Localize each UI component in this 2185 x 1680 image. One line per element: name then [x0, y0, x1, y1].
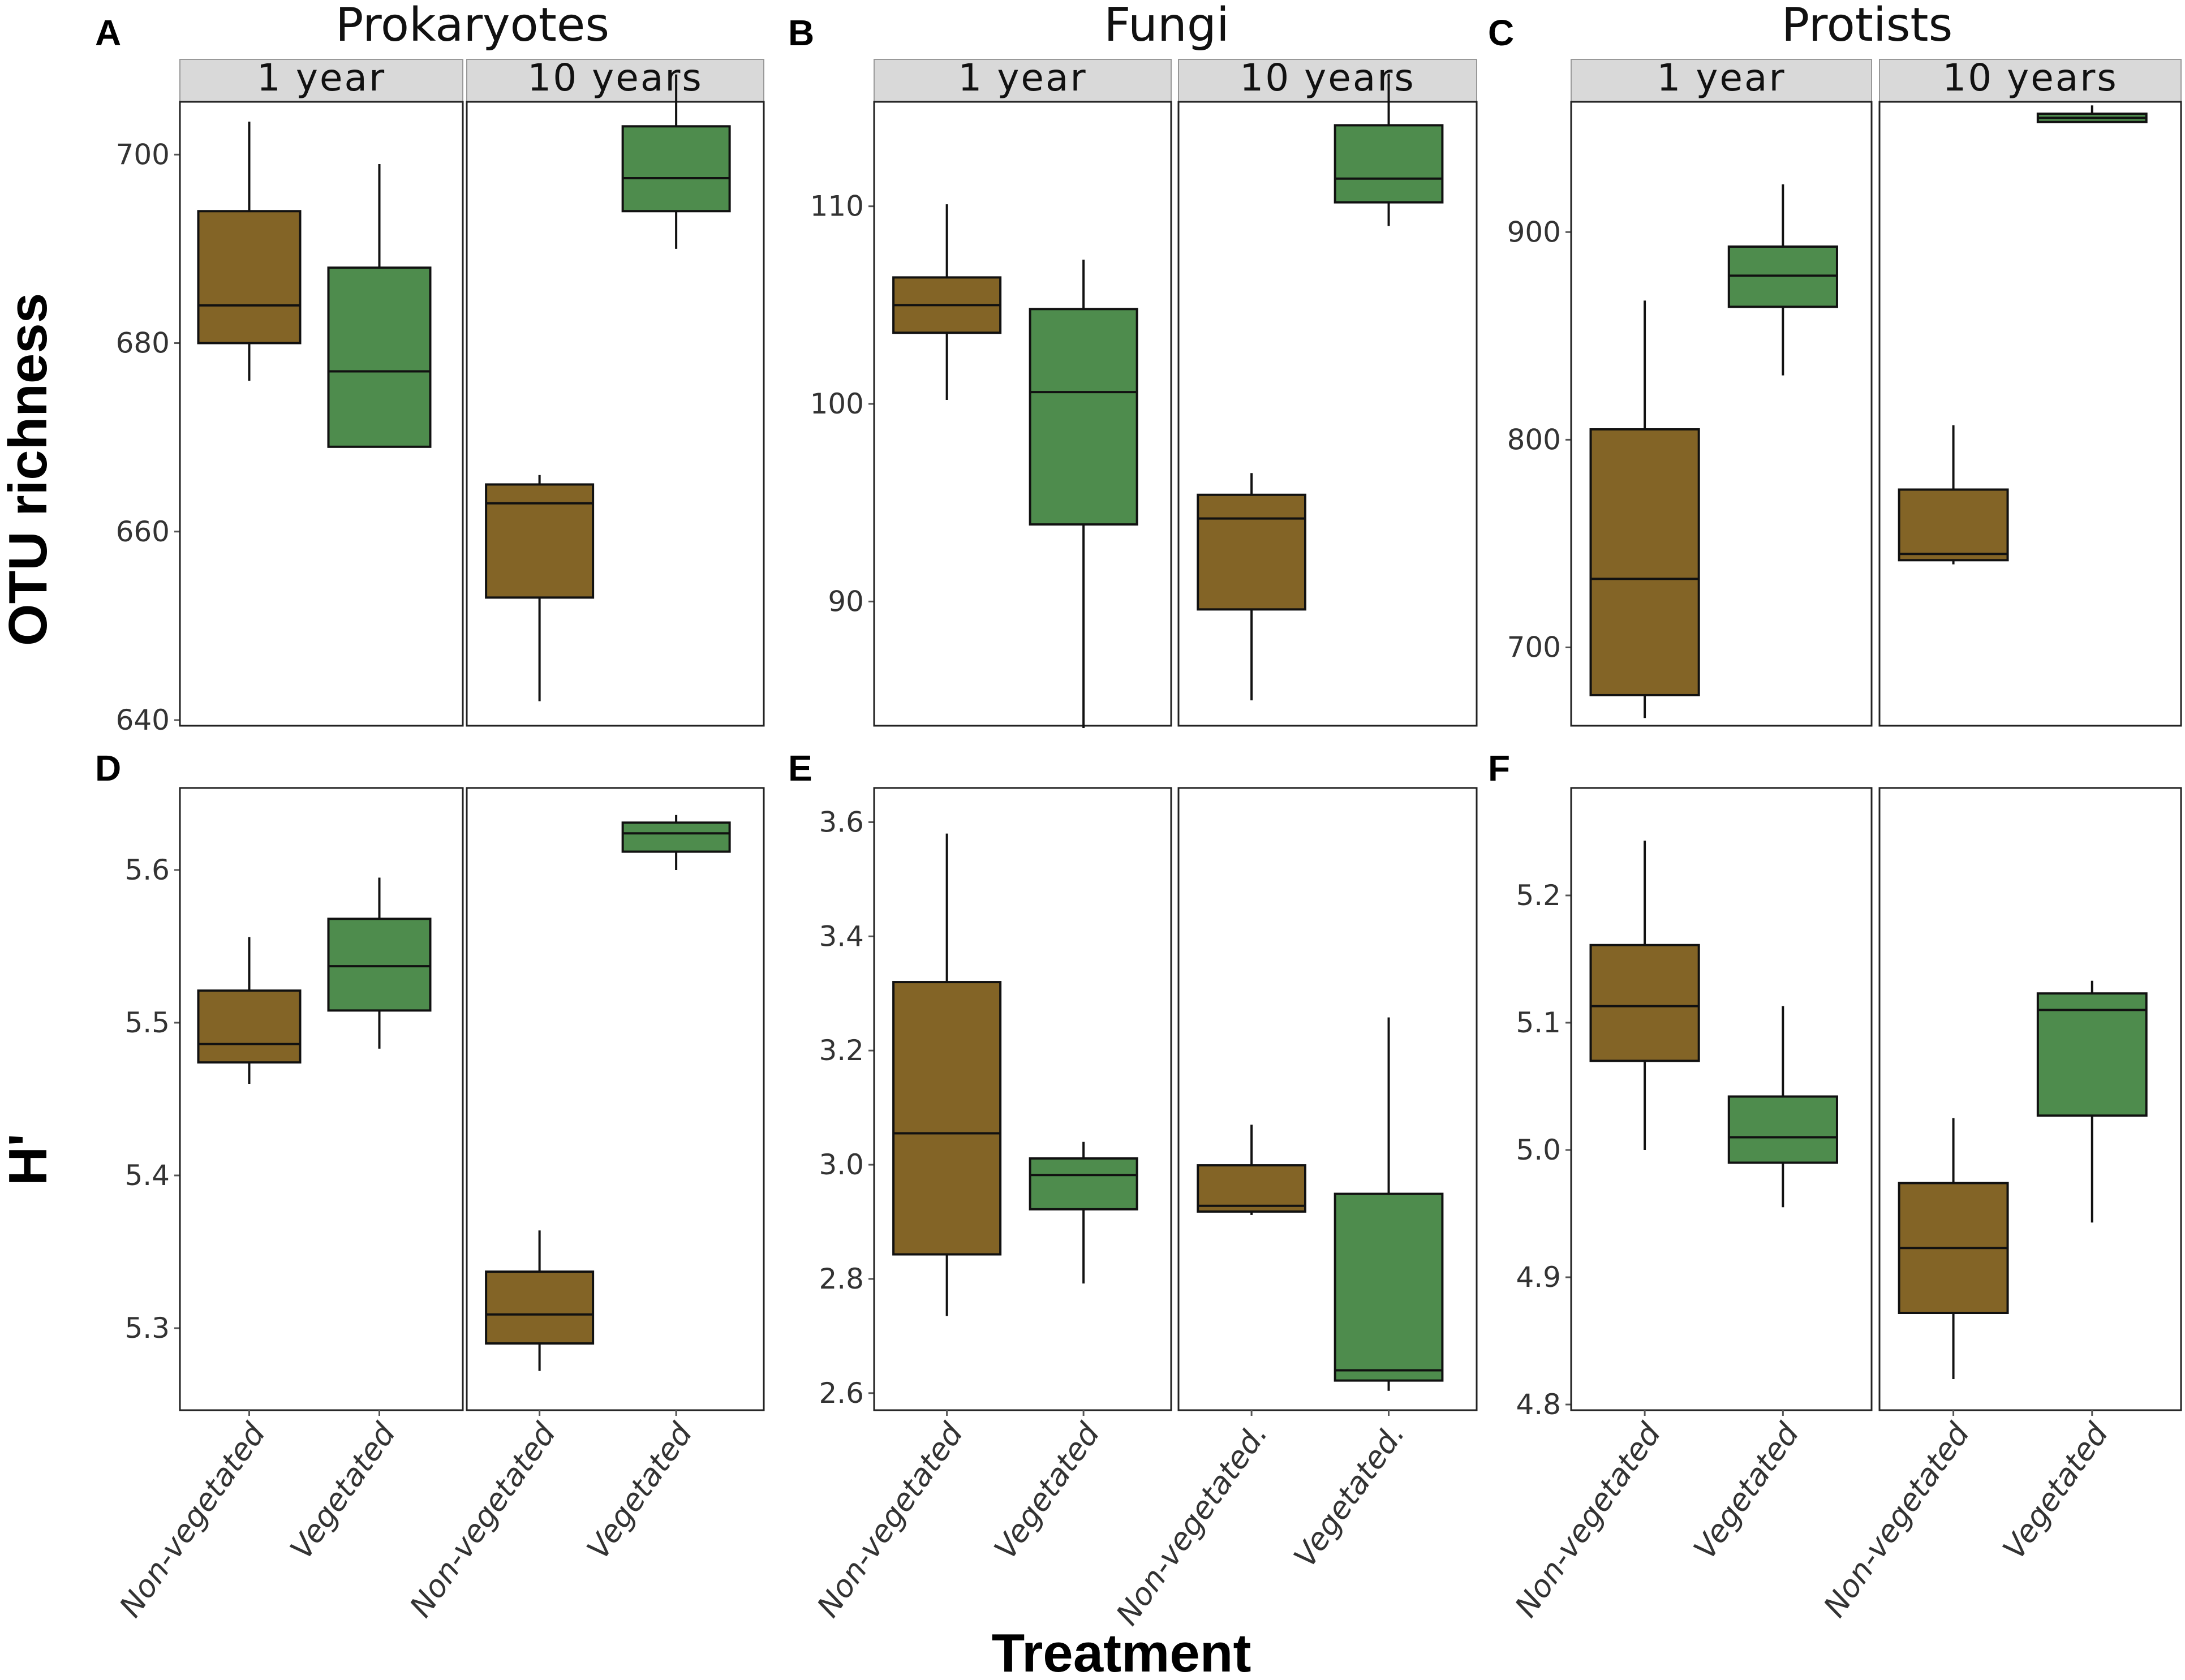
group-title-prokaryotes: Prokaryotes [336, 0, 609, 52]
box-non-vegetated [485, 1270, 595, 1345]
y-tick-label: 100 [810, 387, 864, 420]
y-tick-label: 3.6 [819, 805, 864, 838]
facet-border [873, 787, 1172, 1411]
box-vegetated [1029, 308, 1138, 526]
y-tick-label: 3.0 [819, 1148, 864, 1181]
x-category-label: Non-vegetated [1817, 1416, 1977, 1624]
facet-strip-label: 1 year [958, 56, 1087, 100]
box-non-vegetated [485, 483, 595, 599]
y-tick-label: 800 [1507, 423, 1561, 456]
panel-b: 90 100 110 1 year 10 years [810, 56, 1478, 728]
y-tick-label: 110 [810, 190, 864, 223]
group-title-fungi: Fungi [1104, 0, 1229, 52]
box-non-vegetated [1589, 428, 1700, 696]
panel-letter-e: E [788, 748, 812, 789]
facet-strip-label: 1 year [257, 56, 386, 100]
y-tick-label: 660 [116, 515, 170, 548]
x-category-label: Non-vegetated [810, 1416, 970, 1624]
x-category-label: Vegetated [580, 1416, 699, 1566]
x-category-label: Non-vegetated [403, 1416, 563, 1624]
x-category-label: Non-vegetated. [1109, 1416, 1274, 1631]
y-tick-label: 640 [116, 704, 170, 736]
facet-border [179, 787, 464, 1411]
facet-border [873, 101, 1172, 727]
panel-letter-b: B [788, 12, 814, 53]
y-tick-label: 90 [828, 585, 864, 618]
facet-border [1177, 101, 1478, 727]
box-vegetated [621, 821, 731, 853]
box-non-vegetated [1589, 944, 1700, 1062]
y-tick-label: 4.9 [1516, 1261, 1561, 1294]
x-axis-label: Treatment [992, 1623, 1251, 1680]
facet-border [1177, 787, 1478, 1411]
y-tick-label: 2.8 [819, 1263, 864, 1295]
panel-letter-a: A [95, 12, 121, 53]
x-category-label: Vegetated [283, 1416, 402, 1566]
box-vegetated [1727, 1095, 1838, 1164]
box-vegetated [1334, 1192, 1444, 1382]
x-category-label: Vegetated [1687, 1416, 1806, 1566]
facet-border [1878, 101, 2182, 727]
panel-letter-c: C [1488, 12, 1514, 53]
box-vegetated [1334, 124, 1444, 204]
y-axis-label-h-prime: H' [0, 1134, 58, 1186]
group-title-protists: Protists [1782, 0, 1953, 52]
x-category-label: Non-vegetated [1508, 1416, 1668, 1624]
x-category-label: Vegetated [1996, 1416, 2115, 1566]
facet-border [1878, 787, 2182, 1411]
facet-strip [1178, 59, 1477, 102]
panel-letter-d: D [95, 748, 121, 789]
y-tick-label: 5.6 [124, 854, 170, 886]
panel-c: 700 800 900 1 year 10 years [1507, 56, 2182, 727]
y-tick-label: 680 [116, 327, 170, 360]
facet-border [1570, 787, 1873, 1411]
facet-border [466, 101, 765, 727]
x-category-label: Vegetated. [1287, 1416, 1412, 1573]
box-non-vegetated [892, 981, 1002, 1256]
facet-strip-label: 10 years [527, 56, 703, 100]
y-tick-label: 700 [116, 138, 170, 171]
y-tick-label: 5.3 [124, 1312, 170, 1345]
y-tick-label: 5.1 [1516, 1006, 1561, 1039]
facet-border [466, 787, 765, 1411]
box-non-vegetated [1898, 488, 2009, 562]
y-tick-label: 5.5 [124, 1006, 170, 1039]
box-vegetated [327, 266, 432, 448]
facet-border [1570, 101, 1873, 727]
y-tick-label: 5.4 [124, 1159, 170, 1192]
y-tick-label: 4.8 [1516, 1388, 1561, 1421]
facet-strip-label: 10 years [1240, 56, 1416, 100]
facet-strip-label: 10 years [1942, 56, 2118, 100]
y-axis-label-otu-richness: OTU richness [0, 293, 58, 646]
facet-strip [466, 59, 764, 102]
y-tick-label: 700 [1507, 631, 1561, 664]
y-tick-label: 5.0 [1516, 1134, 1561, 1166]
y-tick-label: 2.6 [819, 1377, 864, 1410]
box-vegetated [2036, 992, 2148, 1117]
facet-strip [1879, 59, 2182, 102]
y-tick-label: 900 [1507, 216, 1561, 248]
box-non-vegetated [1197, 493, 1306, 611]
box-vegetated [621, 125, 731, 213]
box-non-vegetated [1197, 1164, 1306, 1213]
box-vegetated [1029, 1157, 1138, 1211]
panel-letter-f: F [1488, 748, 1510, 789]
facet-strip-label: 1 year [1657, 56, 1786, 100]
x-category-label: Vegetated [987, 1416, 1107, 1566]
facet-strip [179, 59, 463, 102]
facet-border [179, 101, 464, 727]
panel-a: 640 660 680 700 1 year 10 years [116, 56, 765, 736]
y-tick-label: 3.2 [819, 1034, 864, 1067]
y-tick-label: 5.2 [1516, 879, 1561, 912]
y-tick-label: 3.4 [819, 920, 864, 953]
x-category-label: Non-vegetated [113, 1416, 273, 1624]
box-non-vegetated [197, 989, 302, 1064]
box-vegetated [327, 917, 432, 1012]
box-non-vegetated [197, 210, 302, 344]
panels-container: 640 660 680 700 1 year 10 years 90 100 110 1 year… [113, 56, 2182, 1631]
